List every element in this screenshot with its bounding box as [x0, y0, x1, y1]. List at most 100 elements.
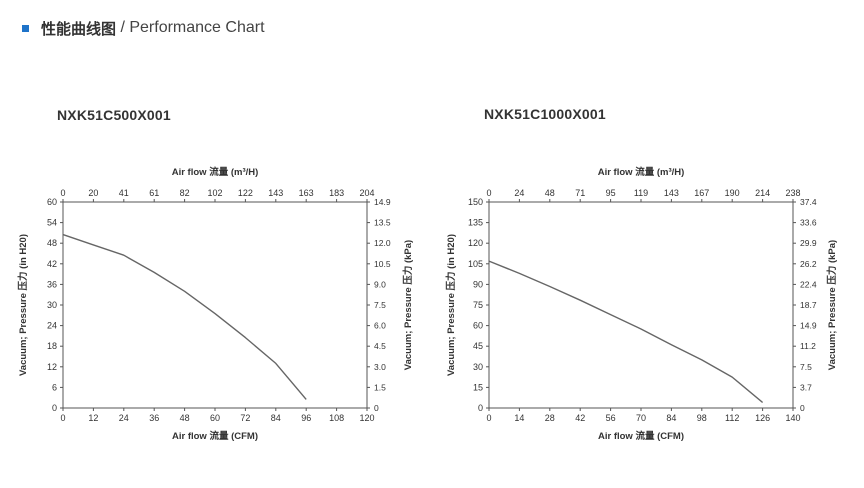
y2-tick-label: 3.0 — [374, 362, 386, 372]
y-axis-title: Vacuum; Pressure 压力 (in H20) — [17, 234, 29, 376]
y2-tick-label: 12.0 — [374, 238, 391, 248]
x-tick-label: 48 — [180, 413, 190, 423]
section-marker-icon — [22, 24, 29, 32]
x2-tick-label: 119 — [634, 188, 648, 198]
x2-tick-label: 71 — [575, 188, 585, 198]
x2-tick-label: 143 — [664, 188, 679, 198]
x-tick-label: 28 — [545, 413, 555, 423]
chart-title-1: NXK51C500X001 — [57, 107, 171, 123]
y-tick-label: 75 — [473, 300, 483, 310]
y-tick-label: 36 — [47, 279, 57, 289]
x-tick-label: 72 — [240, 413, 250, 423]
x2-tick-label: 190 — [725, 188, 740, 198]
x-tick-label: 140 — [785, 413, 800, 423]
y2-tick-label: 29.9 — [800, 238, 817, 248]
plot-frame — [488, 201, 794, 409]
y-tick-label: 60 — [473, 321, 483, 331]
x2-axis-title: Air flow 流量 (m³/H) — [598, 166, 685, 178]
x2-tick-label: 163 — [299, 188, 314, 198]
y2-tick-label: 11.2 — [800, 341, 816, 351]
x-tick-label: 12 — [88, 413, 98, 423]
y-tick-label: 18 — [47, 341, 57, 351]
x-tick-label: 14 — [514, 413, 524, 423]
performance-curve — [488, 260, 764, 404]
y-tick-label: 150 — [468, 197, 483, 207]
x-axis-title: Air flow 流量 (CFM) — [172, 430, 258, 442]
x2-tick-label: 0 — [60, 188, 65, 198]
x2-tick-label: 61 — [149, 188, 159, 198]
y2-tick-label: 0 — [800, 403, 805, 413]
y-tick-label: 6 — [52, 382, 57, 392]
x-tick-label: 24 — [119, 413, 129, 423]
x2-tick-label: 143 — [268, 188, 283, 198]
section-title-cn: 性能曲线图 — [41, 19, 117, 38]
y2-tick-label: 7.5 — [374, 300, 386, 310]
y-tick-label: 60 — [47, 197, 57, 207]
x-tick-label: 112 — [725, 413, 739, 423]
y2-tick-label: 22.4 — [800, 279, 817, 289]
y2-tick-label: 18.7 — [800, 300, 817, 310]
section-title-en: Performance Chart — [129, 19, 265, 36]
y2-tick-label: 9.0 — [374, 279, 386, 289]
x2-tick-label: 102 — [207, 188, 222, 198]
y2-tick-label: 10.5 — [374, 259, 391, 269]
y-tick-label: 24 — [47, 321, 57, 331]
x2-tick-label: 214 — [755, 188, 770, 198]
chart-title-2: NXK51C1000X001 — [484, 106, 606, 122]
y-tick-label: 30 — [47, 300, 57, 310]
x-tick-label: 98 — [697, 413, 707, 423]
y2-tick-label: 3.7 — [800, 382, 812, 392]
x-tick-label: 42 — [575, 413, 585, 423]
x-tick-label: 60 — [210, 413, 220, 423]
x2-tick-label: 204 — [359, 188, 374, 198]
x-tick-label: 108 — [329, 413, 344, 423]
section-header: 性能曲线图 / Performance Chart — [22, 18, 265, 38]
y2-tick-label: 37.4 — [800, 197, 817, 207]
x-tick-label: 70 — [636, 413, 646, 423]
y2-tick-label: 13.5 — [374, 218, 391, 228]
y-tick-label: 0 — [478, 403, 483, 413]
x2-tick-label: 48 — [545, 188, 555, 198]
x-tick-label: 56 — [606, 413, 616, 423]
y2-tick-label: 14.9 — [374, 197, 391, 207]
y-tick-label: 120 — [468, 238, 483, 248]
x2-axis-title: Air flow 流量 (m³/H) — [172, 166, 259, 178]
x-tick-label: 120 — [359, 413, 374, 423]
x-tick-label: 96 — [301, 413, 311, 423]
x-tick-label: 126 — [755, 413, 770, 423]
x-tick-label: 84 — [666, 413, 676, 423]
y2-tick-label: 4.5 — [374, 341, 386, 351]
x-tick-label: 0 — [60, 413, 65, 423]
y2-axis-title: Vacuum; Pressure 压力 (kPa) — [826, 240, 838, 370]
x-tick-label: 84 — [271, 413, 281, 423]
performance-curve — [62, 233, 307, 400]
y-tick-label: 90 — [473, 279, 483, 289]
y2-tick-label: 14.9 — [800, 321, 817, 331]
y2-tick-label: 7.5 — [800, 362, 812, 372]
y2-axis-title: Vacuum; Pressure 压力 (kPa) — [402, 240, 414, 370]
x2-tick-label: 95 — [606, 188, 616, 198]
y2-tick-label: 1.5 — [374, 382, 386, 392]
y-tick-label: 12 — [47, 362, 57, 372]
x2-tick-label: 183 — [329, 188, 344, 198]
y2-tick-label: 6.0 — [374, 321, 386, 331]
y-axis-title: Vacuum; Pressure 压力 (in H20) — [445, 234, 457, 376]
y2-tick-label: 33.6 — [800, 218, 817, 228]
x2-tick-label: 24 — [514, 188, 524, 198]
x-axis-title: Air flow 流量 (CFM) — [598, 430, 684, 442]
x-tick-label: 0 — [486, 413, 491, 423]
x2-tick-label: 41 — [119, 188, 129, 198]
section-title-separator: / — [116, 19, 130, 36]
y-tick-label: 15 — [473, 382, 483, 392]
y-tick-label: 42 — [47, 259, 57, 269]
y-tick-label: 48 — [47, 238, 57, 248]
x2-tick-label: 238 — [785, 188, 800, 198]
x2-tick-label: 122 — [238, 188, 253, 198]
x2-tick-label: 0 — [486, 188, 491, 198]
y-tick-label: 45 — [473, 341, 483, 351]
x2-tick-label: 167 — [694, 188, 709, 198]
x2-tick-label: 82 — [180, 188, 190, 198]
x2-tick-label: 20 — [88, 188, 98, 198]
